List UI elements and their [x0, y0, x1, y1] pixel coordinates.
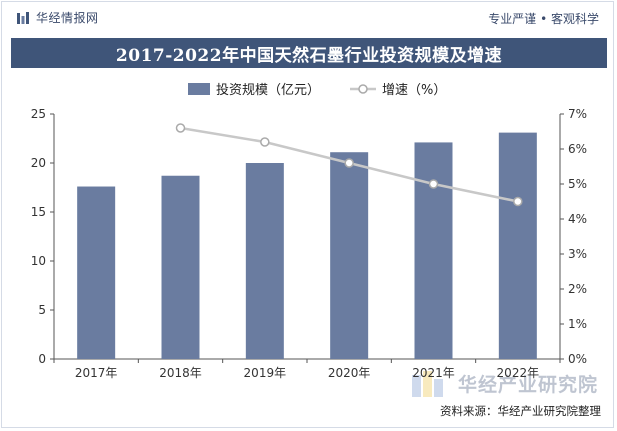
- brand-name: 华经情报网: [36, 11, 99, 25]
- y2-tick-label: 5%: [568, 177, 587, 191]
- legend-bar-label: 投资规模（亿元）: [216, 82, 320, 98]
- watermark: 华经产业研究院: [412, 370, 598, 397]
- watermark-text: 华经产业研究院: [458, 374, 599, 396]
- y-tick-label: 25: [31, 107, 46, 121]
- x-tick-label: 2019年: [244, 366, 287, 380]
- bar-logo-icon: [17, 11, 29, 24]
- x-tick-label: 2017年: [75, 366, 118, 380]
- y-tick-label: 0: [38, 352, 46, 366]
- bar-investment: [245, 163, 284, 359]
- legend-line-label: 增速（%）: [382, 83, 446, 98]
- legend-bar-swatch: [188, 83, 210, 95]
- y2-tick-label: 2%: [568, 282, 587, 296]
- x-tick-label: 2018年: [159, 366, 202, 380]
- point-growth-rate: [260, 137, 270, 147]
- x-tick-label: 2021年: [412, 366, 455, 380]
- bar-investment: [498, 132, 537, 359]
- source-note: 资料来源：华经产业研究院整理: [440, 404, 601, 418]
- top-bar: 华经情报网 专业严谨 • 客观科学: [2, 2, 613, 32]
- x-tick-label: 2022年: [497, 366, 540, 380]
- y2-tick-label: 0%: [568, 352, 587, 366]
- point-growth-rate: [175, 123, 186, 133]
- bar-investment: [77, 186, 116, 359]
- bar-investment: [414, 142, 453, 359]
- bar-investment: [330, 152, 369, 359]
- legend-line-marker: [358, 84, 368, 94]
- y2-tick-label: 4%: [568, 212, 587, 226]
- y-tick-label: 20: [31, 156, 46, 170]
- x-tick-label: 2020年: [328, 366, 371, 380]
- watermark-logo-icon: [412, 370, 443, 397]
- bar-investment: [161, 175, 200, 359]
- slogan: 专业严谨 • 客观科学: [488, 12, 599, 26]
- point-growth-rate: [513, 196, 523, 207]
- title-bar: 2017-2022年中国天然石墨行业投资规模及增速: [11, 38, 607, 68]
- y2-tick-label: 7%: [568, 107, 587, 121]
- y2-tick-label: 3%: [568, 247, 587, 261]
- point-growth-rate: [428, 179, 439, 189]
- y-tick-label: 5: [38, 303, 46, 317]
- brand: 华经情报网: [16, 9, 99, 26]
- y-tick-label: 10: [31, 254, 46, 268]
- y-tick-label: 15: [31, 205, 46, 219]
- y2-tick-label: 1%: [568, 317, 587, 331]
- y2-tick-label: 6%: [568, 142, 587, 156]
- point-growth-rate: [344, 158, 354, 168]
- chart-title: 2017-2022年中国天然石墨行业投资规模及增速: [115, 45, 503, 66]
